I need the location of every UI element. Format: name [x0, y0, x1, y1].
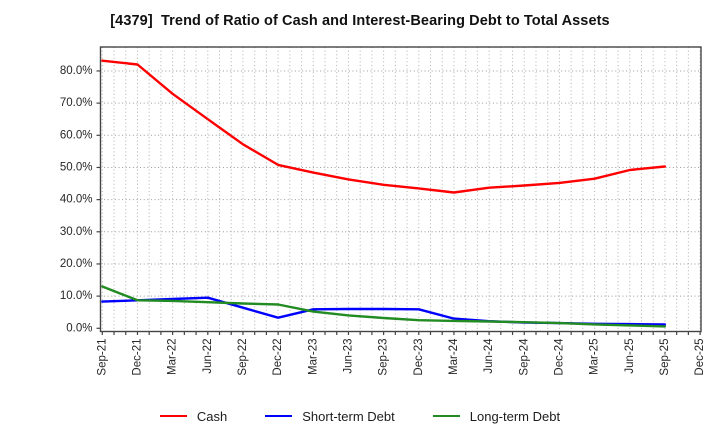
chart-plot-area: 0.0% 10.0% 20.0% 30.0% 40.0% 50.0% 60.0% 70.0% 8… — [60, 46, 706, 376]
svg-text:Dec-23: Dec-23 — [413, 339, 425, 376]
svg-text:Mar-22: Mar-22 — [167, 339, 179, 375]
svg-text:Mar-23: Mar-23 — [307, 339, 319, 375]
svg-text:20.0%: 20.0% — [60, 258, 93, 270]
svg-text:Mar-24: Mar-24 — [448, 338, 460, 375]
plot-border — [99, 46, 702, 333]
svg-text:Jun-22: Jun-22 — [202, 339, 214, 374]
svg-text:0.0%: 0.0% — [66, 322, 92, 334]
legend-item-short-term-debt: Short-term Debt — [265, 408, 395, 424]
svg-text:Jun-25: Jun-25 — [624, 339, 636, 374]
svg-text:Sep-22: Sep-22 — [237, 339, 249, 376]
series-line-cash — [101, 59, 667, 194]
legend-item-cash: Cash — [159, 408, 228, 424]
svg-text:Sep-21: Sep-21 — [96, 339, 108, 376]
svg-text:Mar-25: Mar-25 — [589, 339, 601, 375]
legend-label-cash: Cash — [196, 408, 228, 424]
svg-text:60.0%: 60.0% — [60, 129, 93, 141]
svg-text:Sep-25: Sep-25 — [659, 339, 671, 376]
legend-item-long-term-debt: Long-term Debt — [432, 408, 561, 424]
svg-text:40.0%: 40.0% — [60, 194, 93, 206]
svg-text:10.0%: 10.0% — [60, 290, 93, 302]
svg-text:70.0%: 70.0% — [60, 97, 93, 109]
svg-text:Jun-23: Jun-23 — [342, 339, 354, 374]
axis-ticks — [96, 70, 701, 335]
svg-text:Dec-22: Dec-22 — [272, 339, 284, 376]
y-axis-labels: 0.0% 10.0% 20.0% 30.0% 40.0% 50.0% 60.0% 70.0% 8… — [60, 65, 93, 334]
svg-text:Jun-24: Jun-24 — [483, 338, 495, 374]
svg-text:50.0%: 50.0% — [60, 161, 93, 173]
svg-text:Dec-24: Dec-24 — [553, 338, 565, 376]
svg-text:30.0%: 30.0% — [60, 226, 93, 238]
svg-text:Sep-23: Sep-23 — [378, 339, 390, 376]
legend-line-short-term-debt — [265, 414, 293, 418]
chart-legend: Cash Short-term Debt Long-term Debt — [0, 405, 720, 427]
svg-text:Sep-24: Sep-24 — [518, 338, 530, 376]
legend-label-long-term-debt: Long-term Debt — [469, 408, 561, 424]
legend-label-short-term-debt: Short-term Debt — [302, 408, 395, 424]
x-axis-labels: Sep-21 Dec-21 Mar-22 Jun-22 Sep-22 Dec-22 Mar-… — [96, 338, 706, 376]
legend-line-long-term-debt — [432, 414, 460, 418]
svg-text:Dec-21: Dec-21 — [131, 339, 143, 376]
legend-line-cash — [159, 414, 187, 418]
svg-text:Dec-25: Dec-25 — [694, 339, 706, 376]
series-line-long-term-debt — [101, 285, 667, 328]
chart-title: [4379] Trend of Ratio of Cash and Intere… — [110, 13, 610, 29]
svg-text:80.0%: 80.0% — [60, 65, 93, 77]
grid-lines — [100, 47, 701, 332]
